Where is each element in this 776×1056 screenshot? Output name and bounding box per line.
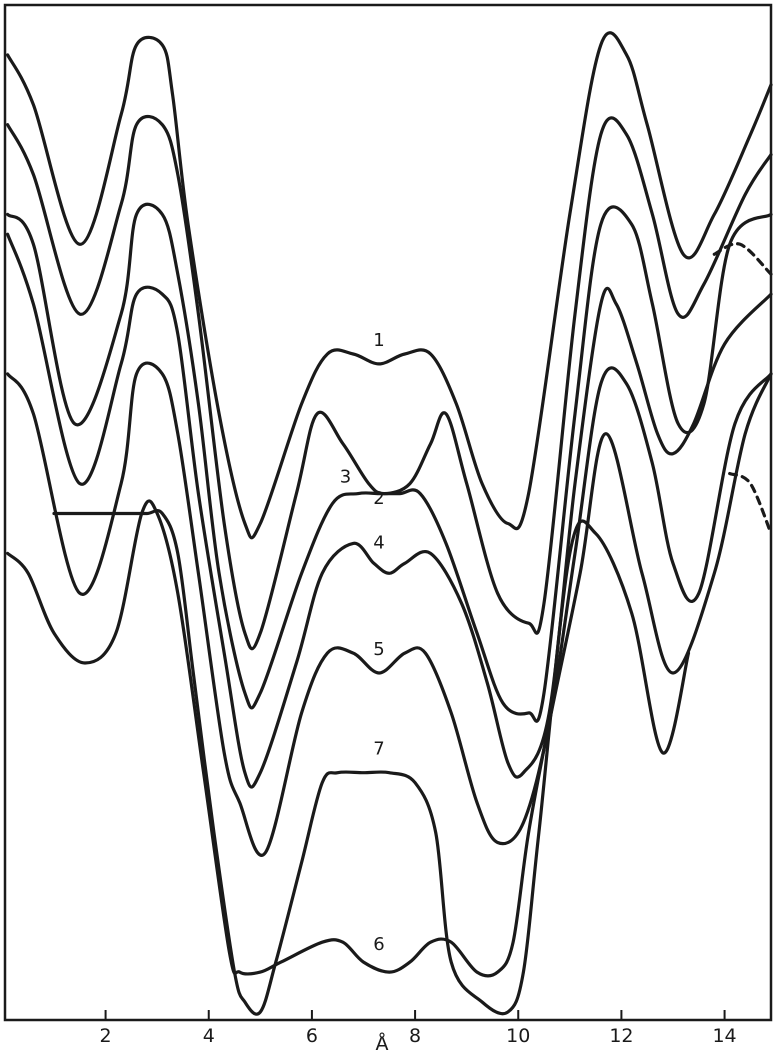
- x-tick-label-8: 8: [409, 1025, 421, 1047]
- x-tick-label-4: 4: [203, 1025, 215, 1047]
- x-axis-label: Å: [376, 1032, 389, 1055]
- x-tick-label-6: 6: [306, 1025, 318, 1047]
- curve-label-6: 6: [373, 934, 384, 955]
- curve-1: [6, 31, 773, 540]
- plot-frame: [3, 3, 773, 1022]
- x-axis-ticks: [104, 1010, 726, 1020]
- curve-2: [6, 115, 773, 651]
- x-axis-tick-labels: 2 4 6 8 10 12 14: [100, 1025, 737, 1047]
- curve-labels-layer: 1 2 3 4 5 7 6: [340, 330, 385, 955]
- curve-4: [6, 232, 773, 789]
- curve-label-7: 7: [373, 739, 384, 760]
- curve-3: [6, 202, 773, 723]
- curve-label-5: 5: [373, 639, 384, 660]
- curves-layer: [6, 31, 773, 1016]
- x-tick-label-12: 12: [609, 1025, 633, 1047]
- x-tick-label-14: 14: [712, 1025, 736, 1047]
- x-tick-label-2: 2: [100, 1025, 112, 1047]
- x-tick-label-10: 10: [506, 1025, 530, 1047]
- curve-5-dashed-extension: [728, 472, 773, 535]
- curve-1-dashed-extension: [712, 242, 773, 276]
- curve-5: [6, 361, 773, 857]
- curve-7: [52, 509, 691, 1016]
- curve-label-2: 2: [373, 488, 384, 509]
- curve-label-3: 3: [340, 467, 351, 488]
- curve-6: [6, 372, 773, 978]
- curve-label-4: 4: [373, 533, 384, 554]
- curve-label-1: 1: [373, 330, 384, 351]
